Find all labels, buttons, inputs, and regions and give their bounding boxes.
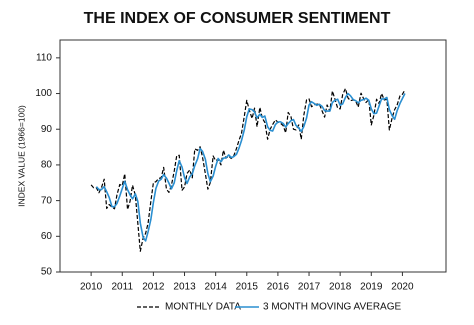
y-axis-label: INDEX VALUE (1966=100)	[16, 105, 26, 207]
y-tick-label: 70	[41, 195, 53, 206]
chart-title: THE INDEX OF CONSUMER SENTIMENT	[84, 10, 391, 27]
series-line	[95, 92, 406, 242]
y-tick-label: 50	[41, 267, 53, 278]
legend-label: 3 MONTH MOVING AVERAGE	[263, 302, 401, 313]
x-tick-label: 2013	[173, 282, 196, 293]
x-tick-label: 2011	[112, 282, 134, 293]
y-tick-label: 80	[41, 160, 53, 171]
y-tick-label: 110	[36, 52, 52, 63]
legend-label: MONTHLY DATA	[165, 302, 241, 313]
y-tick-label: 60	[41, 231, 53, 242]
x-tick-label: 2020	[391, 282, 414, 293]
plot-frame	[59, 39, 447, 273]
y-tick-label: 100	[35, 88, 52, 99]
x-tick-label: 2018	[329, 282, 352, 293]
x-tick-label: 2014	[205, 282, 228, 293]
y-tick-label: 90	[41, 124, 53, 135]
x-tick-label: 2017	[298, 282, 321, 293]
x-tick-label: 2012	[142, 282, 165, 293]
x-tick-label: 2015	[236, 282, 259, 293]
x-tick-label: 2016	[267, 282, 290, 293]
x-tick-label: 2010	[80, 282, 103, 293]
x-tick-label: 2019	[360, 282, 383, 293]
